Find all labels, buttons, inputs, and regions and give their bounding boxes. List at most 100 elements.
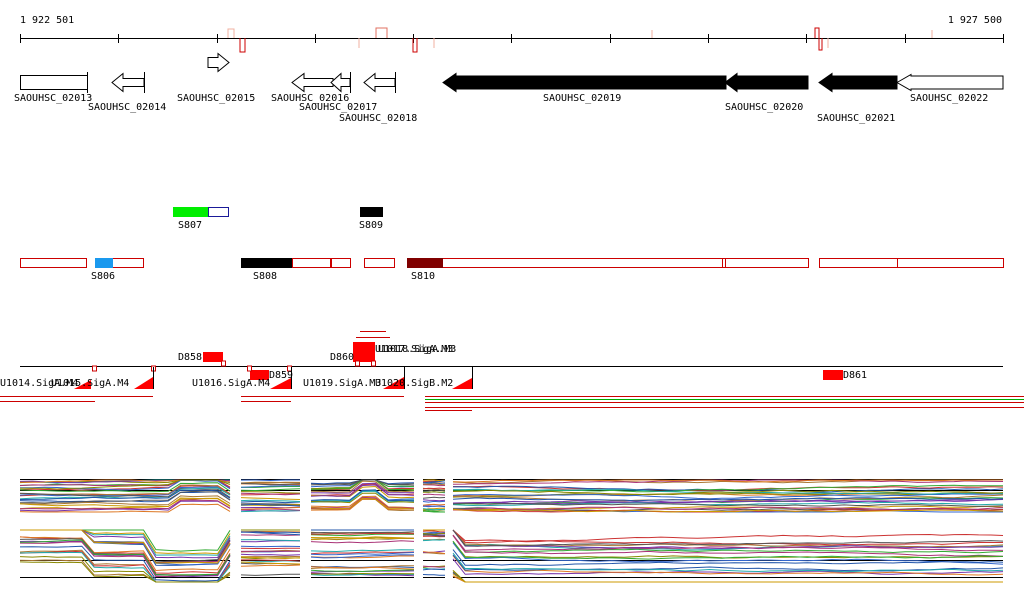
gene-label: SAOUHSC_02017 [299,102,377,113]
segment-label: S810 [411,271,435,282]
profile-line [310,552,415,556]
profile-line [422,505,446,508]
profile-line [452,484,1003,493]
profile-line [240,564,301,567]
gene-label: SAOUHSC_02022 [910,93,988,104]
profile-line [240,481,301,484]
coverage-lines [0,396,1024,411]
profile-line [452,529,1004,548]
feature-D859[interactable] [250,370,269,380]
profile-line [422,510,446,513]
profile-line [240,506,301,510]
segment-S806[interactable] [95,258,113,268]
profile-line [452,549,1004,566]
gene-SAOUHSC_02015[interactable] [207,52,230,73]
profile-line [423,483,446,486]
gene-track [20,52,1004,93]
profile-line [310,566,415,570]
profile-line [310,536,415,539]
profile-line [422,503,446,506]
expression-profiles [19,479,1004,583]
profile-line [19,497,231,510]
profile-line [422,499,446,502]
feature-label: U1019.SigA.M3 [303,378,381,389]
profile-line [240,573,301,576]
coord-start: 1 922 501 [20,15,74,26]
gene-SAOUHSC_02013[interactable] [20,75,88,90]
profile-line [310,479,415,486]
segment-label: S806 [91,271,115,282]
profile-line [452,489,1004,495]
gene-SAOUHSC_02020[interactable] [724,72,809,93]
profile-line [20,529,231,564]
profile-line [19,536,231,574]
feature-label: D858 [178,352,202,363]
profile-line [310,573,415,576]
gene-SAOUHSC_02016[interactable] [291,72,334,93]
gene-SAOUHSC_02021[interactable] [818,72,898,93]
profile-line [452,555,1004,576]
profile-line [422,535,446,538]
profile-line [452,529,1004,550]
profile-line [422,508,446,511]
profile-line [240,486,300,489]
profile-line [310,480,415,493]
segment-S807[interactable] [173,207,208,217]
profile-line [19,495,231,506]
profile-line [422,493,446,496]
profile-line [310,492,415,504]
profile-line [452,529,1004,544]
feature-D858[interactable] [203,352,223,362]
profile-line [240,531,301,534]
feature-D861[interactable] [823,370,843,380]
profile-line [422,496,446,499]
profile-line [20,479,231,491]
segment-label: S807 [178,220,202,231]
segment-S808[interactable] [241,258,292,268]
segment-S809[interactable] [360,207,383,217]
profile-line [452,497,1004,502]
gene-label: SAOUHSC_02016 [271,93,349,104]
profile-line [452,507,1004,512]
profile-line [422,480,446,484]
profile-line [452,493,1004,500]
gene-label: SAOUHSC_02018 [339,113,417,124]
profile-line [240,500,301,504]
feature-label: U1017.SigA.M3 [375,344,453,355]
profile-line [240,499,301,502]
profile-line [422,533,446,535]
profile-line [240,539,301,542]
profile-line [19,503,231,513]
profile-line [422,534,445,537]
profile-line [310,540,415,544]
profile-line [452,542,1004,565]
profile-line [19,536,231,572]
feature-track [20,331,1003,389]
segment-track-lower [20,258,1004,268]
gene-labels: SAOUHSC_02013 SAOUHSC_02014 SAOUHSC_0201… [14,93,988,124]
segment-labels-lower: S806 S808 S810 [91,271,435,282]
profile-line [452,535,1004,557]
axis-markers [227,27,933,53]
profile-line [310,549,415,553]
profile-line [241,559,301,562]
feature-label: U1018.SigA.M3 [378,344,456,355]
feature-label: D860 [330,352,354,363]
gene-SAOUHSC_02014[interactable] [111,72,145,93]
profile-line [452,535,1004,554]
profile-line [310,531,415,534]
profile-line [240,553,301,556]
gene-label: SAOUHSC_02015 [177,93,255,104]
profile-line [19,499,231,510]
gene-label: SAOUHSC_02020 [725,102,803,113]
profile-line [310,537,415,541]
profile-line [452,575,1003,583]
gene-label: SAOUHSC_02019 [543,93,621,104]
gene-SAOUHSC_02019[interactable] [442,72,727,93]
gene-label: SAOUHSC_02013 [14,93,92,104]
profile-line [310,497,415,510]
gene-SAOUHSC_02022[interactable] [895,73,1004,92]
segment-S810[interactable] [407,258,443,268]
gene-SAOUHSC_02018[interactable] [363,72,396,93]
gene-SAOUHSC_02017[interactable] [330,72,351,93]
